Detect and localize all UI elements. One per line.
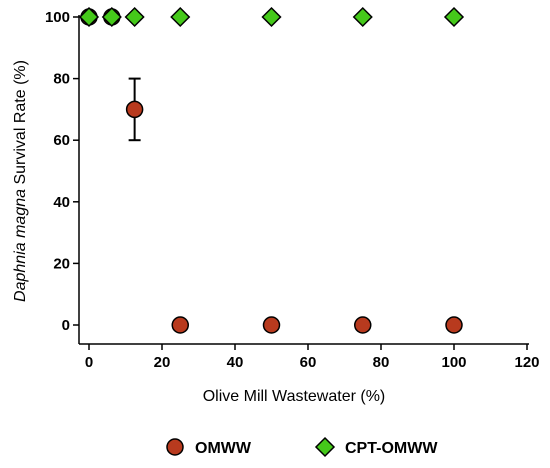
- data-point-omww: [171, 316, 189, 334]
- axes: [78, 15, 529, 345]
- x-tick-label: 40: [227, 354, 244, 371]
- legend-label: OMWW: [195, 440, 252, 457]
- legend-label: CPT-OMWW: [345, 440, 438, 457]
- y-axis-title-species: Daphnia magna: [12, 189, 29, 302]
- data-point-cpt-omww: [124, 6, 145, 28]
- x-tick-label: 100: [441, 354, 466, 371]
- x-axis-title: Olive Mill Wastewater (%): [203, 388, 386, 405]
- series-layer: [78, 6, 465, 334]
- data-point-omww: [262, 316, 281, 334]
- y-tick-label: 60: [53, 132, 70, 149]
- y-axis-title: Daphnia magna Survival Rate (%): [12, 60, 29, 302]
- y-tick-label: 40: [53, 194, 70, 211]
- x-tick-label: 80: [373, 354, 390, 371]
- y-axis-title-rest: Survival Rate (%): [12, 60, 29, 189]
- data-point-omww: [445, 316, 463, 334]
- data-point-cpt-omww: [352, 6, 373, 28]
- data-point-cpt-omww: [170, 6, 191, 28]
- y-ticks: 0 20 40 60 80 100: [45, 9, 79, 334]
- series-cpt-omww: [78, 6, 465, 28]
- legend: OMWW CPT-OMWW: [166, 436, 438, 458]
- legend-marker-omww: [166, 438, 184, 456]
- x-ticks: 0 20 40 60 80 100 120: [85, 344, 540, 371]
- y-tick-label: 80: [53, 71, 70, 88]
- data-point-cpt-omww: [101, 6, 122, 28]
- y-tick-label: 20: [53, 255, 70, 272]
- data-point-omww: [125, 100, 144, 119]
- x-tick-label: 120: [514, 354, 539, 371]
- data-point-omww: [354, 316, 372, 334]
- data-point-cpt-omww: [78, 6, 100, 28]
- data-point-cpt-omww: [261, 6, 282, 28]
- x-tick-label: 20: [154, 354, 171, 371]
- data-point-cpt-omww: [443, 6, 465, 28]
- series-omww: [80, 8, 463, 334]
- legend-marker-cpt-omww: [314, 436, 336, 458]
- y-tick-label: 100: [45, 9, 70, 26]
- x-tick-label: 60: [300, 354, 317, 371]
- x-tick-label: 0: [85, 354, 93, 371]
- y-tick-label: 0: [62, 317, 70, 334]
